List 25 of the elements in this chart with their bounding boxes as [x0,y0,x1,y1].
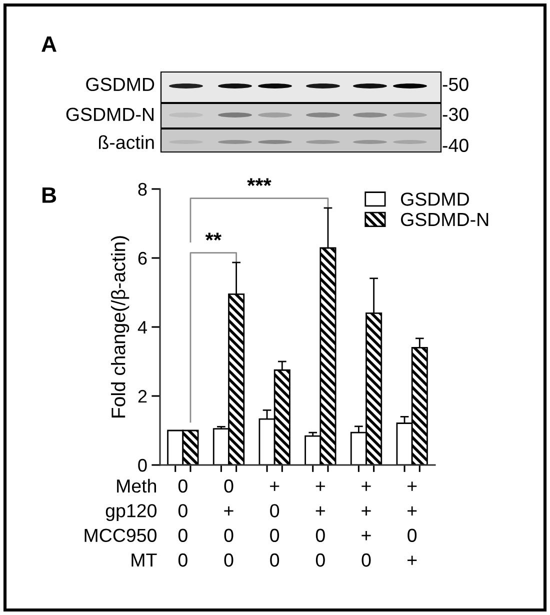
x-tick-label: + + 0 0 [316,482,325,567]
y-tick-label: 2 [138,390,147,403]
x-tick-label: 0 0 0 0 [178,479,188,567]
y-axis-title: Fold change(/β-actin) [111,236,130,418]
x-tick-label: + 0 0 0 [270,482,280,567]
legend-label: GSDMD [400,192,469,206]
text: A [42,36,56,52]
legend-label: GSDMD-N [400,212,488,226]
text: -40 [442,138,468,152]
text: B [42,187,56,203]
text: GSDMD [86,78,154,92]
text: GSDMD-N [66,108,154,122]
text: -30 [442,108,468,122]
text: -50 [442,78,468,92]
x-tick-label: + + + 0 [362,482,371,567]
x-tick-label: 0 + 0 0 [224,479,234,567]
text: ß-actin [99,135,154,150]
y-tick-label: 8 [138,182,147,196]
annotation: *** [247,178,272,186]
annotation: ** [205,232,222,241]
y-tick-label: 6 [138,252,147,265]
x-tick-label: + + 0 + [408,482,417,565]
text: Meth gp120 MCC950 MT [84,478,157,567]
y-tick-label: 0 [138,458,147,472]
y-tick-label: 4 [138,321,147,334]
